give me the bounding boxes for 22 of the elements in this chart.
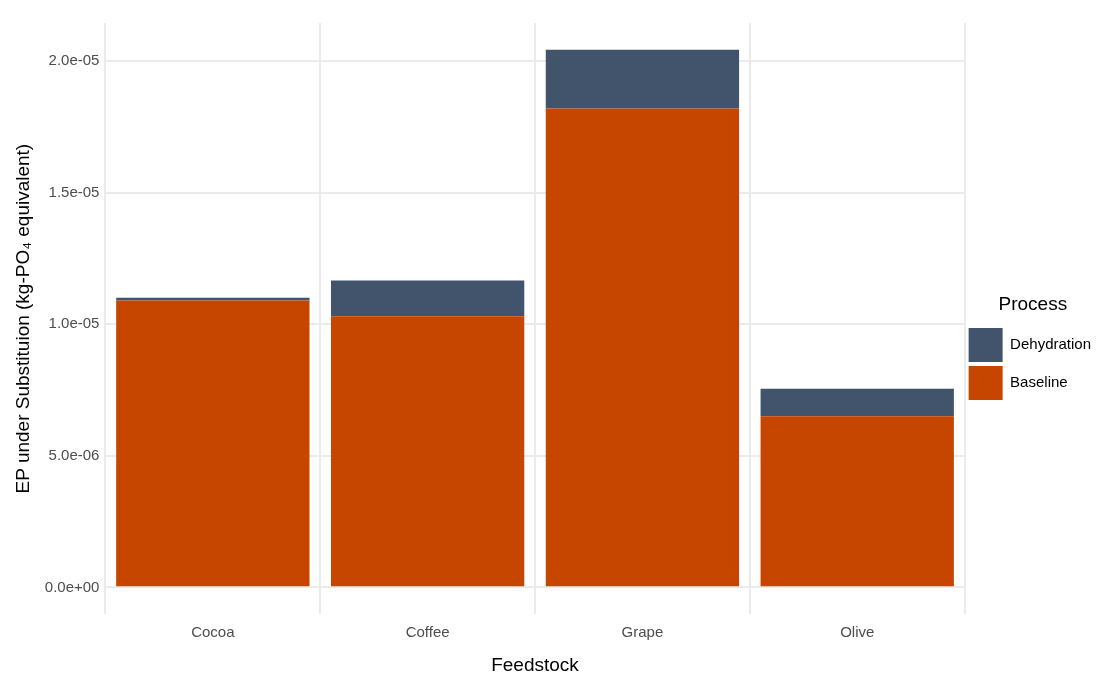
y-tick-label: 1.5e-05 <box>48 182 100 200</box>
x-tick-label: Olive <box>840 623 875 641</box>
y-tick-label: 0.0e+00 <box>44 577 100 595</box>
y-tick-label: 5.0e-06 <box>48 445 100 463</box>
y-axis-title: EP under Substituion (kg-PO₄ equivalent) <box>11 143 33 494</box>
bar <box>760 388 954 417</box>
legend-title: Process <box>998 292 1068 314</box>
x-axis-title: Feedstock <box>491 653 580 675</box>
bar <box>116 297 310 301</box>
x-tick-label: Grape <box>621 623 664 641</box>
y-tick-label: 1.0e-05 <box>48 314 100 332</box>
bar <box>545 108 740 587</box>
x-tick-label: Coffee <box>405 623 450 641</box>
bar <box>330 280 525 317</box>
bar <box>760 416 954 587</box>
bar <box>116 300 310 587</box>
y-tick-label: 2.0e-05 <box>48 51 100 69</box>
legend-label: Dehydration <box>1010 335 1092 353</box>
legend-label: Baseline <box>1010 373 1068 391</box>
bar <box>545 49 740 109</box>
bar <box>330 316 525 587</box>
x-tick-label: Cocoa <box>191 623 236 641</box>
